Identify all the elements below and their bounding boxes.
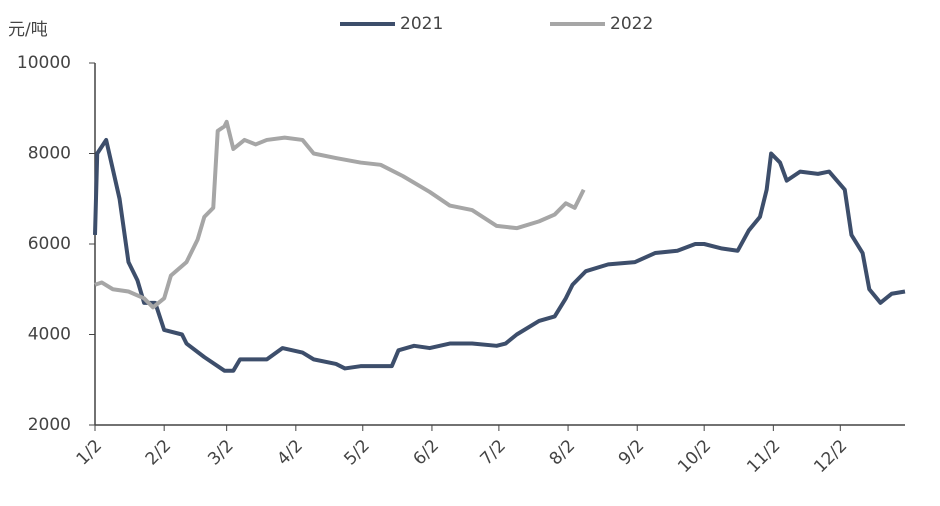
- x-tick-label: 8/2: [546, 436, 579, 469]
- series-line: [93, 137, 906, 373]
- x-tick-label: 7/2: [476, 436, 509, 469]
- y-tick-label: 10000: [17, 53, 71, 73]
- x-tick-label: 3/2: [204, 436, 237, 469]
- legend-label: 2022: [610, 14, 653, 34]
- legend-label: 2021: [400, 14, 443, 34]
- y-tick-label: 8000: [28, 144, 71, 164]
- x-tick-label: 11/2: [743, 436, 784, 477]
- x-tick-label: 6/2: [410, 436, 443, 469]
- x-tick-label: 2/2: [142, 436, 175, 469]
- x-tick-label: 5/2: [340, 436, 373, 469]
- x-tick-label: 9/2: [615, 436, 648, 469]
- x-tick-label: 12/2: [810, 436, 851, 477]
- x-tick-label: 1/2: [73, 436, 106, 469]
- y-axis-label: 元/吨: [8, 20, 48, 40]
- y-tick-label: 2000: [28, 415, 71, 435]
- y-tick-label: 4000: [28, 325, 71, 345]
- x-tick-label: 10/2: [674, 436, 715, 477]
- y-tick-label: 6000: [28, 234, 71, 254]
- x-tick-label: 4/2: [273, 436, 306, 469]
- series-line: [94, 119, 586, 310]
